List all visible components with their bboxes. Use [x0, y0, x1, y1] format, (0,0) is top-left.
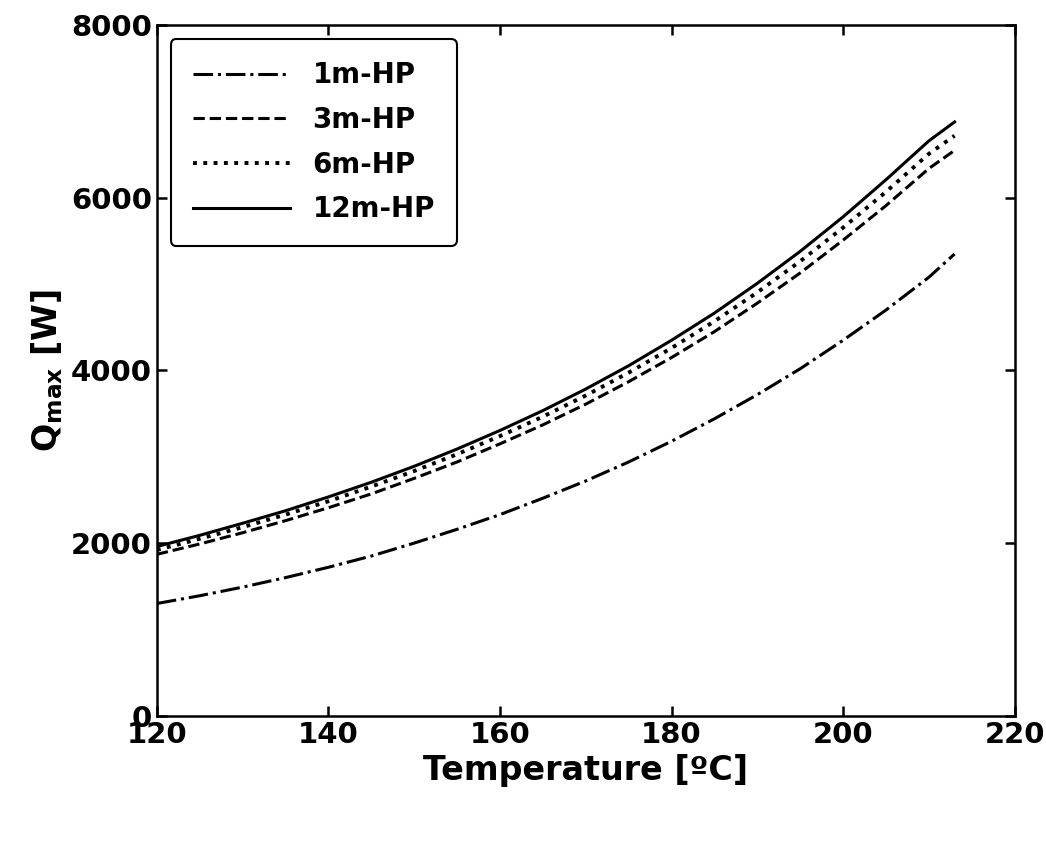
- Line: 1m-HP: 1m-HP: [157, 254, 955, 604]
- 6m-HP: [923, 149, 935, 159]
- 3m-HP: [579, 399, 592, 409]
- 1m-HP: [579, 476, 592, 486]
- 1m-HP: [537, 493, 549, 504]
- Line: 12m-HP: 12m-HP: [157, 122, 955, 546]
- 6m-HP: [194, 534, 206, 544]
- Line: 6m-HP: 6m-HP: [157, 136, 955, 550]
- 1m-HP: [622, 457, 635, 467]
- 3m-HP: [322, 503, 335, 513]
- 6m-HP: [622, 368, 635, 378]
- 12m-HP: [923, 136, 935, 146]
- 1m-HP: [708, 413, 721, 424]
- 12m-HP: [622, 360, 635, 370]
- 6m-HP: [751, 287, 764, 297]
- X-axis label: Temperature [ºC]: Temperature [ºC]: [424, 754, 748, 787]
- 3m-HP: [494, 439, 506, 449]
- 1m-HP: [751, 390, 764, 400]
- 1m-HP: [322, 562, 335, 573]
- 3m-HP: [794, 268, 806, 278]
- 3m-HP: [751, 298, 764, 308]
- 12m-HP: [880, 174, 892, 184]
- 1m-HP: [194, 591, 206, 601]
- 6m-HP: [451, 449, 463, 459]
- 6m-HP: [365, 482, 378, 492]
- 12m-HP: [279, 506, 292, 516]
- 6m-HP: [322, 496, 335, 506]
- 6m-HP: [949, 131, 961, 141]
- 12m-HP: [579, 384, 592, 394]
- 12m-HP: [665, 335, 678, 345]
- 1m-HP: [837, 335, 849, 345]
- 3m-HP: [408, 473, 420, 483]
- 12m-HP: [236, 518, 249, 528]
- 12m-HP: [151, 541, 163, 552]
- 3m-HP: [537, 420, 549, 430]
- Legend: 1m-HP, 3m-HP, 6m-HP, 12m-HP: 1m-HP, 3m-HP, 6m-HP, 12m-HP: [170, 39, 457, 246]
- Y-axis label: $\mathbf{Q_{max}}$ [W]: $\mathbf{Q_{max}}$ [W]: [29, 289, 66, 452]
- 3m-HP: [279, 515, 292, 525]
- 6m-HP: [151, 545, 163, 555]
- 3m-HP: [923, 163, 935, 173]
- 12m-HP: [365, 477, 378, 488]
- 6m-HP: [665, 343, 678, 353]
- 12m-HP: [451, 444, 463, 454]
- 6m-HP: [279, 509, 292, 520]
- 12m-HP: [708, 308, 721, 318]
- 3m-HP: [451, 457, 463, 467]
- 1m-HP: [279, 573, 292, 583]
- 12m-HP: [408, 461, 420, 472]
- 1m-HP: [949, 249, 961, 259]
- 3m-HP: [365, 489, 378, 499]
- 3m-HP: [665, 353, 678, 363]
- 12m-HP: [537, 406, 549, 416]
- 1m-HP: [794, 364, 806, 374]
- 1m-HP: [236, 582, 249, 592]
- 1m-HP: [151, 599, 163, 609]
- 6m-HP: [794, 256, 806, 266]
- 6m-HP: [837, 222, 849, 232]
- 1m-HP: [923, 272, 935, 282]
- 6m-HP: [494, 431, 506, 441]
- 1m-HP: [665, 436, 678, 446]
- 3m-HP: [151, 549, 163, 559]
- 1m-HP: [451, 525, 463, 535]
- 12m-HP: [194, 530, 206, 541]
- 1m-HP: [365, 551, 378, 561]
- 3m-HP: [837, 235, 849, 245]
- 12m-HP: [494, 425, 506, 435]
- 6m-HP: [236, 522, 249, 532]
- 3m-HP: [622, 376, 635, 386]
- 6m-HP: [880, 187, 892, 197]
- 6m-HP: [537, 412, 549, 422]
- 12m-HP: [794, 247, 806, 257]
- 12m-HP: [322, 492, 335, 502]
- 1m-HP: [408, 538, 420, 548]
- 6m-HP: [408, 466, 420, 476]
- 6m-HP: [708, 317, 721, 327]
- 1m-HP: [494, 509, 506, 520]
- 12m-HP: [837, 212, 849, 222]
- 3m-HP: [194, 539, 206, 549]
- 12m-HP: [751, 278, 764, 288]
- 3m-HP: [880, 200, 892, 210]
- 1m-HP: [880, 305, 892, 315]
- 3m-HP: [236, 528, 249, 538]
- 12m-HP: [949, 117, 961, 127]
- Line: 3m-HP: 3m-HP: [157, 151, 955, 554]
- 6m-HP: [579, 391, 592, 401]
- 3m-HP: [708, 327, 721, 337]
- 3m-HP: [949, 146, 961, 156]
